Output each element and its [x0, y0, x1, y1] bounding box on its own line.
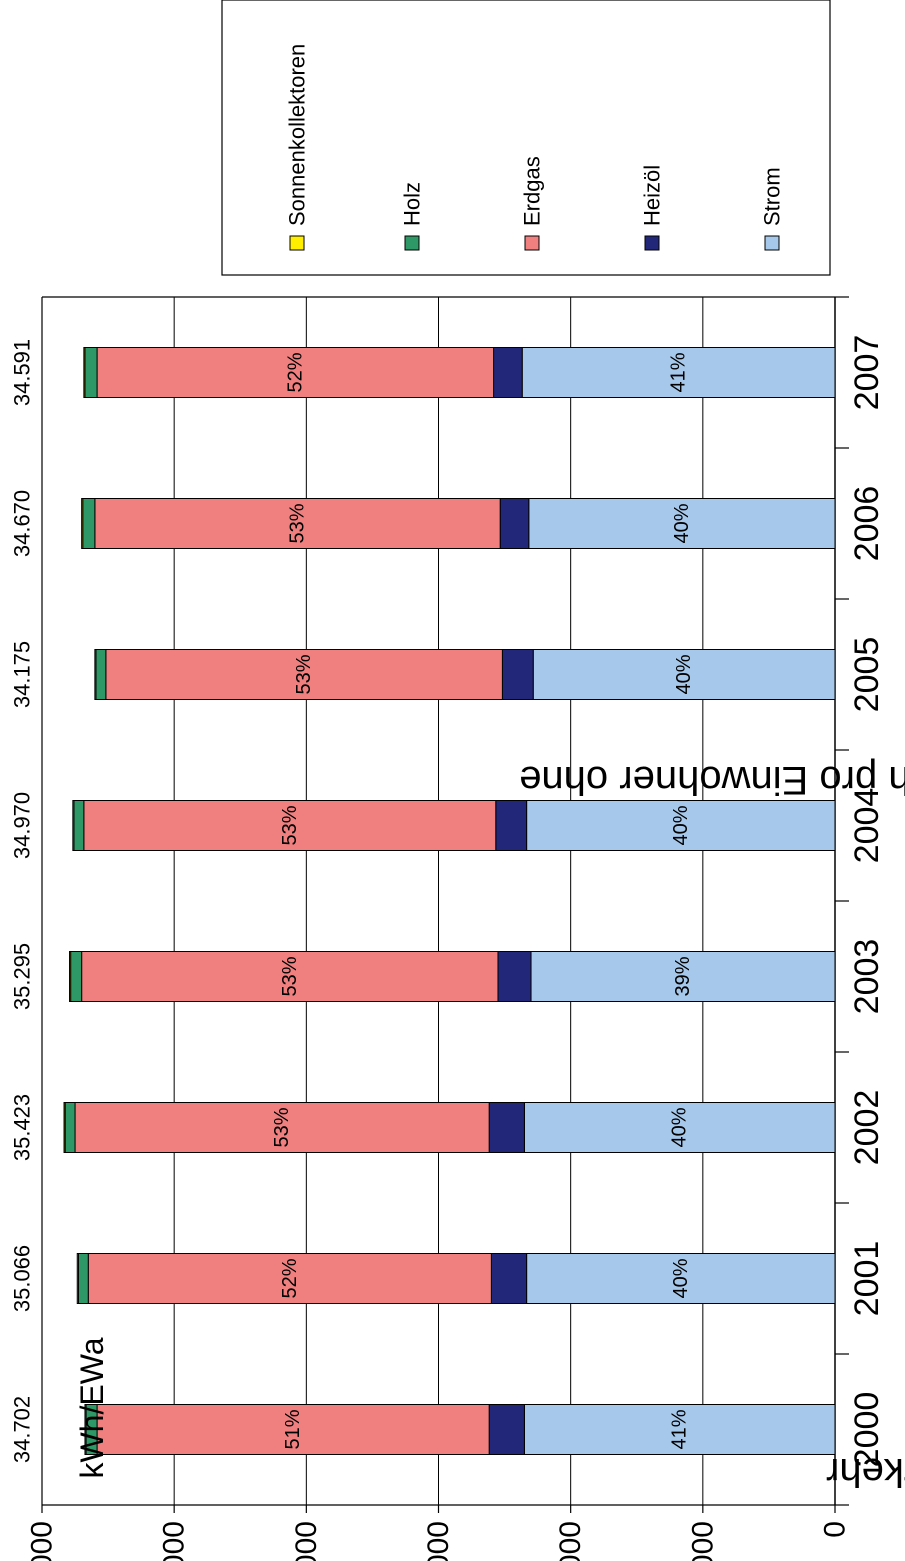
segment-percent-label: 40%: [673, 654, 695, 694]
legend-label-erdgas: Erdgas: [520, 156, 545, 226]
legend-swatch-strom: [764, 235, 780, 251]
bar-segment-strom: [530, 951, 836, 1002]
bar-segment-strom: [521, 347, 836, 398]
legend-swatch-sonnenkollektoren: [289, 235, 305, 251]
bar-segment-holz: [77, 1253, 89, 1304]
bar-total-label: 34.670: [10, 490, 35, 557]
bar-segment-holz: [95, 649, 107, 700]
bar-segment-heizöl: [499, 498, 530, 549]
segment-percent-label: 53%: [271, 1107, 293, 1147]
segment-percent-label: 51%: [282, 1409, 304, 1449]
value-tick-label: 30.000: [158, 1521, 191, 1561]
segment-percent-label: 39%: [672, 956, 694, 996]
category-label: 2001: [848, 1241, 886, 1317]
segment-percent-label: 40%: [670, 805, 692, 845]
bar-segment-heizöl: [493, 347, 523, 398]
category-label: 2005: [848, 637, 886, 713]
legend-box: [221, 0, 831, 276]
category-label: 2003: [848, 939, 886, 1015]
bar-total-label: 35.066: [10, 1245, 35, 1312]
legend-label-heizöl: Heizöl: [640, 165, 665, 226]
segment-percent-label: 52%: [279, 1258, 301, 1298]
category-label: 2007: [848, 335, 886, 411]
bar-segment-sonnenkollektoren: [76, 1253, 79, 1304]
bar-segment-sonnenkollektoren: [72, 800, 75, 851]
bar-total-label: 34.970: [10, 792, 35, 859]
bar-segment-erdgas: [87, 1253, 492, 1304]
bar-total-label: 35.423: [10, 1094, 35, 1161]
value-tick-label: 36.000: [26, 1521, 59, 1561]
bar-total-label: 35.295: [10, 943, 35, 1010]
segment-percent-label: 53%: [287, 503, 309, 543]
unit-label: kWh/EWa: [74, 1337, 110, 1478]
bar-total-label: 34.175: [10, 641, 35, 708]
bar-total-label: 34.702: [10, 1396, 35, 1463]
bar-segment-erdgas: [94, 498, 501, 549]
value-tick-label: 6.000: [686, 1521, 719, 1561]
segment-percent-label: 53%: [279, 805, 301, 845]
legend-label-sonnenkollektoren: Sonnenkollektoren: [285, 44, 310, 226]
segment-percent-label: 41%: [668, 352, 690, 392]
bar-segment-erdgas: [96, 1404, 490, 1455]
bar-total-label: 34.591: [10, 339, 35, 406]
segment-percent-label: 40%: [670, 1258, 692, 1298]
legend-swatch-holz: [404, 235, 420, 251]
category-label: 2000: [848, 1392, 886, 1468]
bar-segment-sonnenkollektoren: [83, 347, 86, 398]
bar-segment-heizöl: [488, 1102, 525, 1153]
bar-segment-sonnenkollektoren: [84, 1404, 87, 1455]
axis-title-line1: Endenergieverbrauch pro Einwohner ohne: [519, 758, 905, 802]
legend-label-holz: Holz: [400, 182, 425, 226]
value-tick-label: 12.000: [554, 1521, 587, 1561]
legend: Sonnenkollektoren Holz Erdgas Heizöl Strom: [221, 0, 831, 276]
legend-label-strom: Strom: [760, 167, 785, 226]
category-label: 2006: [848, 486, 886, 562]
bar-segment-heizöl: [495, 800, 528, 851]
bar-segment-holz: [64, 1102, 76, 1153]
category-label: 2002: [848, 1090, 886, 1166]
bar-segment-sonnenkollektoren: [69, 951, 72, 1002]
segment-percent-label: 53%: [279, 956, 301, 996]
plot-area: 0 6.000 12.000 18.000 24.000 30.000 36.000 41% 5…: [10, 296, 905, 1561]
bar-segment-strom: [526, 800, 836, 851]
segment-percent-label: 41%: [669, 1409, 691, 1449]
bar-segment-strom: [528, 498, 836, 549]
bar-segment-heizöl: [488, 1404, 525, 1455]
bar-segment-holz: [70, 951, 83, 1002]
value-tick-label: 0: [819, 1521, 852, 1538]
bar-segment-strom: [523, 1102, 836, 1153]
bar-segment-holz: [73, 800, 85, 851]
axis-title-line2: Verkehr: [826, 1450, 905, 1494]
bar-segment-sonnenkollektoren: [81, 498, 84, 549]
bar-segment-heizöl: [490, 1253, 528, 1304]
bar-segment-strom: [523, 1404, 836, 1455]
legend-swatch-heizöl: [644, 235, 660, 251]
bar-segment-holz: [82, 498, 96, 549]
bar-segment-sonnenkollektoren: [63, 1102, 66, 1153]
segment-percent-label: 52%: [284, 352, 306, 392]
bar-segment-erdgas: [96, 347, 495, 398]
bar-segment-strom: [532, 649, 836, 700]
value-tick-label: 24.000: [290, 1521, 323, 1561]
legend-swatch-erdgas: [524, 235, 540, 251]
bar-segment-strom: [526, 1253, 836, 1304]
bar-segment-erdgas: [83, 800, 497, 851]
bar-segment-erdgas: [105, 649, 503, 700]
segment-percent-label: 40%: [671, 503, 693, 543]
bar-segment-heizöl: [501, 649, 534, 700]
segment-percent-label: 40%: [669, 1107, 691, 1147]
value-tick-label: 18.000: [422, 1521, 455, 1561]
bar-segment-sonnenkollektoren: [94, 649, 97, 700]
bar-segment-holz: [84, 347, 98, 398]
bar-segment-erdgas: [81, 951, 499, 1002]
segment-percent-label: 53%: [293, 654, 315, 694]
bar-segment-heizöl: [497, 951, 532, 1002]
category-label: 2004: [848, 788, 886, 864]
